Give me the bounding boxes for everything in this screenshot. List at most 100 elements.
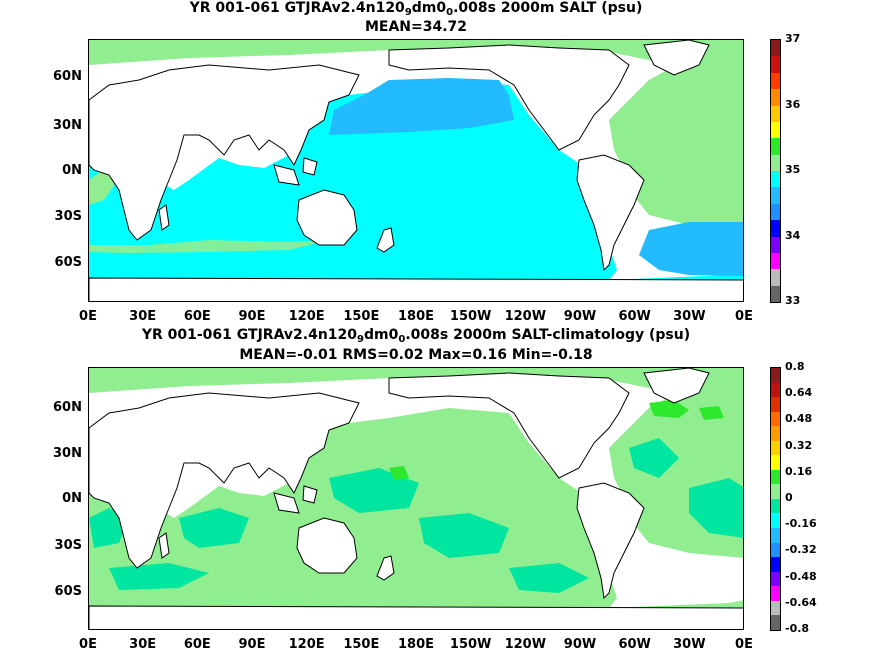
lon-label: 30E [129, 309, 157, 324]
top-southeast-patch [639, 222, 743, 276]
lon-label: 0E [79, 637, 97, 652]
lon-label: 120W [504, 637, 547, 652]
colorbar-segment [771, 469, 780, 485]
colorbar-segment [771, 557, 780, 572]
colorbar-segment [771, 154, 780, 171]
colorbar-segment [771, 455, 780, 470]
colorbar-segment [771, 368, 780, 383]
lon-label: 150W [449, 309, 492, 324]
lon-label: 60E [183, 637, 211, 652]
colorbar-segment [771, 220, 780, 237]
lon-label: 0E [735, 637, 753, 652]
bottom-map-canvas [89, 368, 743, 629]
top-colorbar [770, 39, 781, 303]
colorbar-segment [771, 171, 780, 188]
colorbar-label: -0.8 [785, 622, 810, 635]
top-map-canvas [89, 40, 743, 301]
top-lat-label: 60S [54, 255, 82, 270]
lon-label: 30W [673, 309, 706, 324]
colorbar-label: 37 [785, 32, 801, 45]
lon-label: 0E [79, 309, 97, 324]
bottom-anomaly-map [88, 367, 744, 630]
colorbar-label: 36 [785, 97, 801, 111]
colorbar-segment [771, 89, 780, 106]
top-lat-label: 30S [54, 209, 82, 224]
colorbar-segment [771, 40, 780, 57]
bottom-lat-label: 0N [62, 491, 82, 506]
bottom-title: YR 001-061 GTJRAv2.4n1209dm00.008s 2000m… [141, 327, 691, 345]
colorbar-label: 35 [785, 163, 801, 176]
top-south-strip [89, 240, 329, 253]
colorbar-segment [771, 236, 780, 253]
colorbar-segment [771, 138, 780, 155]
bottom-colorbar [770, 367, 781, 631]
top-salinity-map [88, 39, 744, 302]
colorbar-segment [771, 397, 780, 412]
colorbar-segment [771, 121, 780, 139]
top-lat-label: 60N [53, 69, 82, 84]
lon-label: 120W [504, 309, 547, 324]
bottom-landmasses [89, 368, 743, 629]
top-lat-label: 0N [62, 163, 82, 178]
colorbar-segment [771, 187, 780, 204]
lon-label: 90E [238, 637, 266, 652]
top-title: YR 001-061 GTJRAv2.4n1209dm00.008s 2000m… [189, 0, 643, 18]
lon-label: 150E [343, 637, 380, 652]
top-lat-label: 30N [53, 118, 82, 133]
lon-label: 120E [288, 309, 325, 324]
bottom-lat-label: 30N [53, 446, 82, 461]
lon-label: 0E [735, 309, 753, 324]
colorbar-segment [771, 586, 780, 601]
bottom-zero-patches [89, 438, 743, 593]
bottom-lat-label: 30S [54, 538, 82, 553]
colorbar-segment [771, 72, 780, 90]
colorbar-segment [771, 56, 780, 73]
colorbar-label: 0 [785, 491, 793, 504]
top-landmasses [89, 40, 743, 301]
lon-label: 180E [397, 309, 435, 324]
colorbar-label: -0.64 [785, 595, 817, 609]
colorbar-label: 0.48 [785, 412, 813, 426]
lon-label: 60W [618, 637, 651, 652]
colorbar-label: -0.32 [785, 543, 817, 557]
colorbar-segment [771, 382, 780, 398]
lon-label: 30E [129, 637, 157, 652]
colorbar-label: -0.48 [785, 569, 817, 583]
colorbar-label: -0.16 [785, 517, 817, 531]
lon-label: 180E [397, 637, 435, 652]
colorbar-segment [771, 252, 780, 270]
top-north-atlantic-field [89, 40, 743, 65]
lon-label: 90E [238, 309, 266, 324]
top-north-pacific-patch [329, 78, 514, 135]
colorbar-segment [771, 440, 780, 456]
colorbar-segment [771, 411, 780, 427]
colorbar-label: 0.32 [785, 438, 813, 452]
lon-label: 90W [563, 637, 597, 652]
colorbar-label: 0.8 [785, 360, 805, 373]
lon-label: 90W [563, 309, 597, 324]
colorbar-segment [771, 105, 780, 122]
top-stats: MEAN=34.72 [364, 19, 468, 35]
colorbar-segment [771, 542, 780, 558]
colorbar-label: 0.64 [785, 386, 813, 400]
colorbar-segment [771, 615, 780, 630]
colorbar-segment [771, 269, 780, 286]
lon-label: 60W [618, 309, 651, 324]
colorbar-segment [771, 484, 780, 499]
lon-label: 150W [449, 637, 492, 652]
bottom-positive-patches [389, 400, 724, 480]
bottom-lat-label: 60S [54, 584, 82, 599]
bottom-stats: MEAN=-0.01 RMS=0.02 Max=0.16 Min=-0.18 [239, 347, 593, 363]
colorbar-segment [771, 498, 780, 514]
colorbar-segment [771, 528, 780, 543]
colorbar-segment [771, 600, 780, 616]
bottom-north-field [89, 368, 743, 393]
colorbar-label: 0.16 [785, 464, 813, 478]
lon-label: 150E [343, 309, 380, 324]
colorbar-label: 33 [785, 294, 801, 307]
colorbar-segment [771, 571, 780, 587]
colorbar-segment [771, 285, 780, 302]
bottom-lat-label: 60N [53, 400, 82, 415]
colorbar-segment [771, 513, 780, 529]
lon-label: 60E [183, 309, 211, 324]
